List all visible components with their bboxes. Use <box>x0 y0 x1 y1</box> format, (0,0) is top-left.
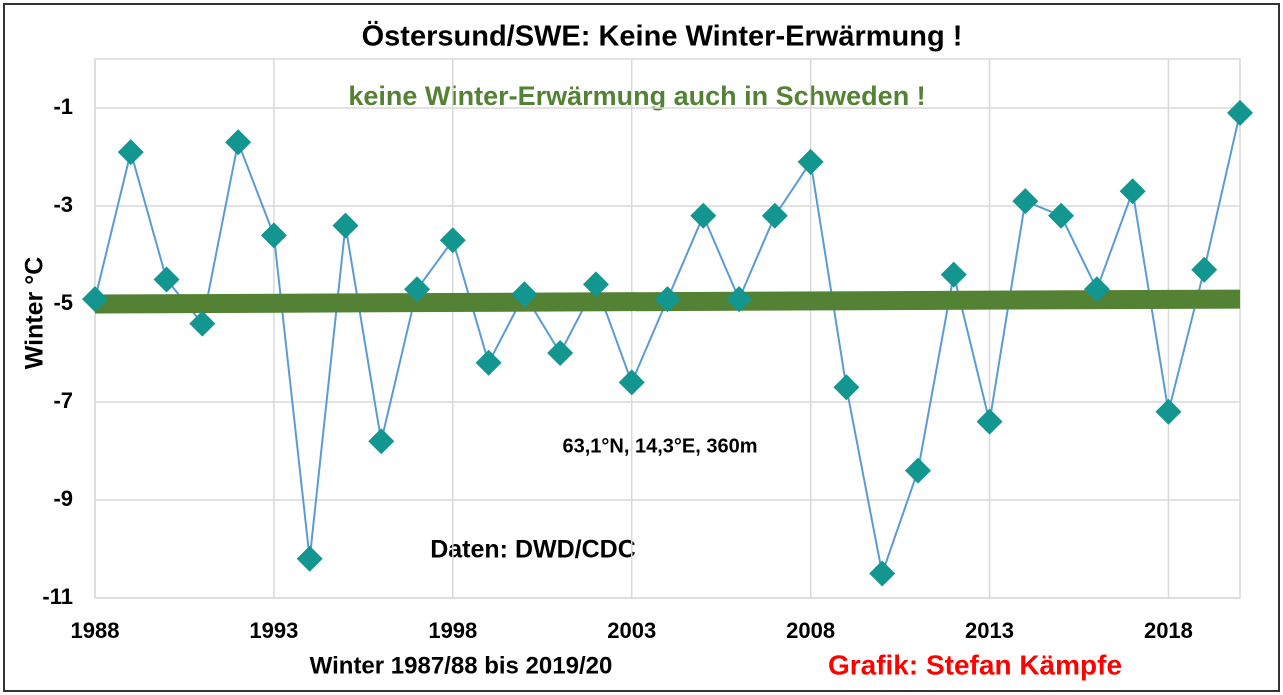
marker <box>1155 398 1182 425</box>
marker <box>439 227 466 254</box>
marker <box>368 428 395 455</box>
marker <box>940 261 967 288</box>
marker <box>296 545 323 572</box>
marker <box>475 349 502 376</box>
annotation: Daten: DWD/CDC <box>430 536 636 564</box>
subtitle: keine Winter-Erwärmung auch in Schweden … <box>348 81 925 111</box>
x-tick-label: 1988 <box>71 618 120 643</box>
marker <box>1012 188 1039 215</box>
marker <box>797 148 824 175</box>
y-tick-label: -5 <box>53 290 73 315</box>
x-tick-label: 2008 <box>786 618 835 643</box>
annotation: 63,1°N, 14,3°E, 360m <box>562 435 757 457</box>
marker <box>869 560 896 587</box>
marker <box>582 271 609 298</box>
x-axis-label: Winter 1987/88 bis 2019/20 <box>310 652 613 679</box>
marker <box>1083 276 1110 303</box>
frame <box>3 3 1280 692</box>
x-tick-label: 2018 <box>1144 618 1193 643</box>
marker <box>153 266 180 293</box>
y-tick-label: -3 <box>53 192 73 217</box>
marker <box>833 374 860 401</box>
x-tick-label: 1998 <box>428 618 477 643</box>
y-tick-label: -9 <box>53 486 73 511</box>
chart-title: Östersund/SWE: Keine Winter-Erwärmung ! <box>362 20 963 53</box>
marker <box>1227 99 1253 126</box>
x-tick-label: 2003 <box>607 618 656 643</box>
y-tick-label: -11 <box>42 584 73 609</box>
y-tick-label: -7 <box>53 388 73 413</box>
marker <box>225 129 252 156</box>
marker <box>547 340 574 366</box>
marker <box>511 281 538 308</box>
marker <box>404 276 431 303</box>
marker <box>117 139 144 166</box>
marker <box>726 286 753 313</box>
marker <box>904 457 931 484</box>
y-axis-label: Winter °C <box>21 257 49 370</box>
marker <box>690 202 717 229</box>
marker <box>260 222 287 249</box>
marker <box>1048 202 1075 229</box>
y-tick-label: -1 <box>53 94 73 119</box>
marker <box>332 212 359 239</box>
marker <box>1119 178 1146 205</box>
marker <box>82 286 108 313</box>
marker <box>761 202 788 229</box>
x-tick-label: 1993 <box>249 618 298 643</box>
marker <box>618 369 645 396</box>
x-tick-label: 2013 <box>965 618 1014 643</box>
marker <box>976 408 1003 435</box>
marker <box>654 286 681 313</box>
annotation: Grafik: Stefan Kämpfe <box>828 649 1122 680</box>
marker <box>189 310 216 337</box>
marker <box>1191 256 1218 283</box>
